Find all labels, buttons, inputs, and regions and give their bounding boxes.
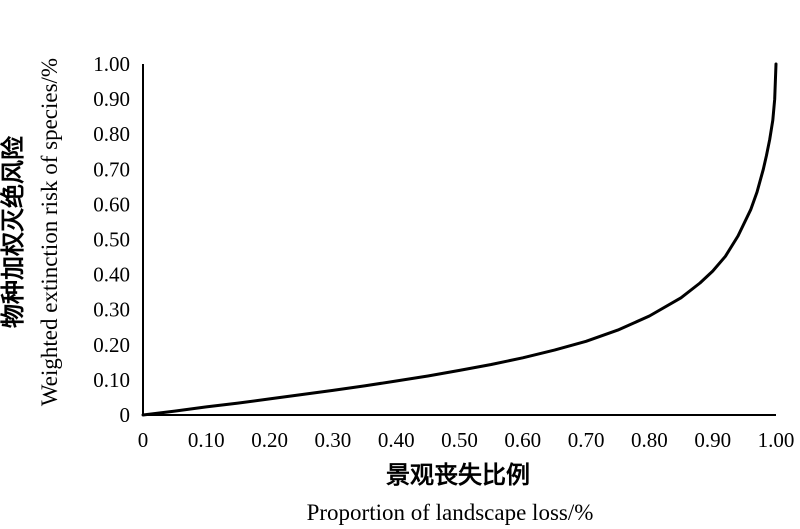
- x-tick-label: 1.00: [758, 428, 795, 452]
- x-tick-label: 0.60: [504, 428, 541, 452]
- y-axis-ticks: 0 0.10 0.20 0.30 0.40 0.50 0.60 0.70 0.80 0.90 1.0…: [93, 52, 130, 427]
- y-tick-label: 0.80: [93, 122, 130, 146]
- y-axis-title-cn: 物种加权灭绝风险: [0, 135, 27, 328]
- x-axis-title-en: Proportion of landscape loss/%: [307, 500, 594, 525]
- series-layer: [141, 62, 778, 417]
- x-tick-label: 0.10: [188, 428, 225, 452]
- y-tick-label: 0.50: [93, 228, 130, 252]
- x-tick-label: 0.40: [378, 428, 415, 452]
- y-axis-title-en: Weighted extinction risk of species/%: [37, 58, 62, 406]
- y-tick-label: 0.10: [93, 368, 130, 392]
- y-tick-label: 0: [120, 403, 131, 427]
- x-axis-ticks: 0 0.10 0.20 0.30 0.40 0.50 0.60 0.70 0.80 0.90 1.0…: [138, 428, 795, 452]
- x-tick-label: 0.20: [251, 428, 288, 452]
- y-tick-label: 0.90: [93, 87, 130, 111]
- y-tick-label: 0.60: [93, 192, 130, 216]
- x-tick-label: 0: [138, 428, 149, 452]
- x-tick-label: 0.30: [315, 428, 352, 452]
- y-tick-label: 0.70: [93, 157, 130, 181]
- x-axis-title-cn: 景观丧失比例: [386, 461, 530, 489]
- y-tick-label: 0.30: [93, 298, 130, 322]
- x-tick-label: 0.50: [441, 428, 478, 452]
- y-tick-label: 0.40: [93, 263, 130, 287]
- x-tick-label: 0.70: [568, 428, 605, 452]
- y-tick-label: 1.00: [93, 52, 130, 76]
- x-tick-label: 0.90: [694, 428, 731, 452]
- y-tick-label: 0.20: [93, 333, 130, 357]
- x-tick-label: 0.80: [631, 428, 668, 452]
- series-line-0: [141, 62, 778, 417]
